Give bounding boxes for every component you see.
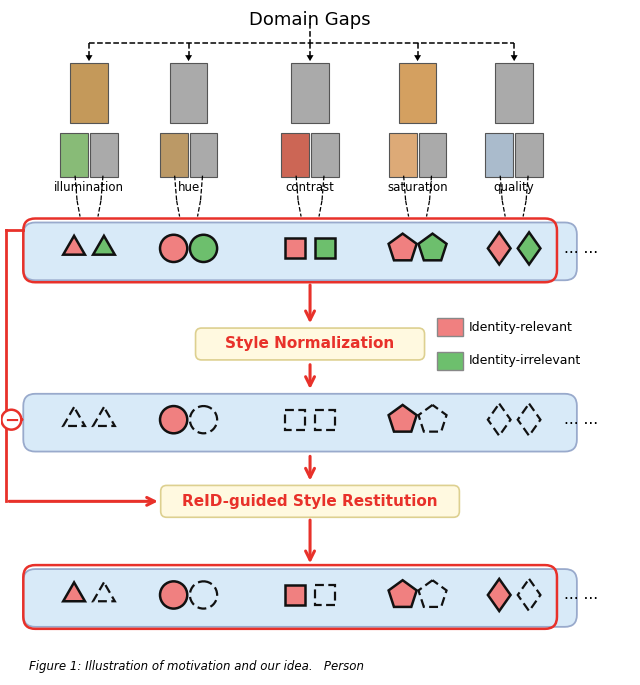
FancyBboxPatch shape	[23, 394, 577, 451]
FancyBboxPatch shape	[160, 133, 188, 177]
Circle shape	[190, 235, 217, 262]
Bar	[315, 238, 335, 258]
Text: Domain Gaps: Domain Gaps	[249, 12, 371, 29]
Text: ReID-guided Style Restitution: ReID-guided Style Restitution	[182, 494, 438, 509]
FancyBboxPatch shape	[170, 63, 207, 123]
Text: saturation: saturation	[387, 181, 448, 194]
Polygon shape	[86, 55, 93, 61]
Text: Identity-irrelevant: Identity-irrelevant	[468, 354, 580, 367]
FancyBboxPatch shape	[281, 133, 309, 177]
Polygon shape	[388, 580, 417, 607]
FancyBboxPatch shape	[60, 133, 88, 177]
Bar	[438, 352, 463, 370]
FancyBboxPatch shape	[399, 63, 436, 123]
Polygon shape	[63, 582, 85, 601]
Bar	[285, 585, 305, 605]
FancyBboxPatch shape	[495, 63, 533, 123]
Circle shape	[160, 235, 188, 262]
Polygon shape	[388, 234, 417, 260]
Text: ... ...: ... ...	[564, 588, 598, 603]
FancyBboxPatch shape	[23, 223, 577, 280]
Polygon shape	[307, 55, 314, 61]
Circle shape	[160, 582, 188, 608]
Text: ... ...: ... ...	[564, 241, 598, 256]
Bar	[285, 410, 305, 429]
Polygon shape	[419, 234, 447, 260]
Polygon shape	[93, 236, 115, 255]
FancyBboxPatch shape	[161, 486, 460, 517]
Text: quality: quality	[494, 181, 534, 194]
Polygon shape	[185, 55, 192, 61]
Polygon shape	[63, 236, 85, 255]
FancyBboxPatch shape	[419, 133, 447, 177]
Text: hue: hue	[177, 181, 200, 194]
FancyBboxPatch shape	[388, 133, 417, 177]
FancyBboxPatch shape	[485, 133, 513, 177]
Polygon shape	[488, 579, 511, 611]
Polygon shape	[488, 232, 511, 264]
Bar	[315, 585, 335, 605]
FancyBboxPatch shape	[90, 133, 118, 177]
FancyBboxPatch shape	[311, 133, 339, 177]
Bar	[315, 410, 335, 429]
FancyBboxPatch shape	[70, 63, 108, 123]
Text: Style Normalization: Style Normalization	[225, 336, 395, 351]
Polygon shape	[414, 55, 421, 61]
Text: contrast: contrast	[285, 181, 335, 194]
Circle shape	[160, 406, 188, 434]
FancyBboxPatch shape	[189, 133, 218, 177]
FancyBboxPatch shape	[196, 328, 424, 360]
FancyBboxPatch shape	[23, 569, 577, 627]
Text: Identity-relevant: Identity-relevant	[468, 321, 572, 334]
FancyBboxPatch shape	[515, 133, 543, 177]
Text: ... ...: ... ...	[564, 412, 598, 427]
Text: −: −	[4, 412, 19, 429]
Bar	[438, 318, 463, 336]
Text: Figure 1: Illustration of motivation and our idea.   Person: Figure 1: Illustration of motivation and…	[29, 660, 364, 673]
Polygon shape	[511, 55, 518, 61]
FancyBboxPatch shape	[291, 63, 329, 123]
Polygon shape	[388, 405, 417, 432]
Bar	[285, 238, 305, 258]
Circle shape	[1, 410, 21, 429]
Text: illumination: illumination	[54, 181, 124, 194]
Polygon shape	[518, 232, 540, 264]
